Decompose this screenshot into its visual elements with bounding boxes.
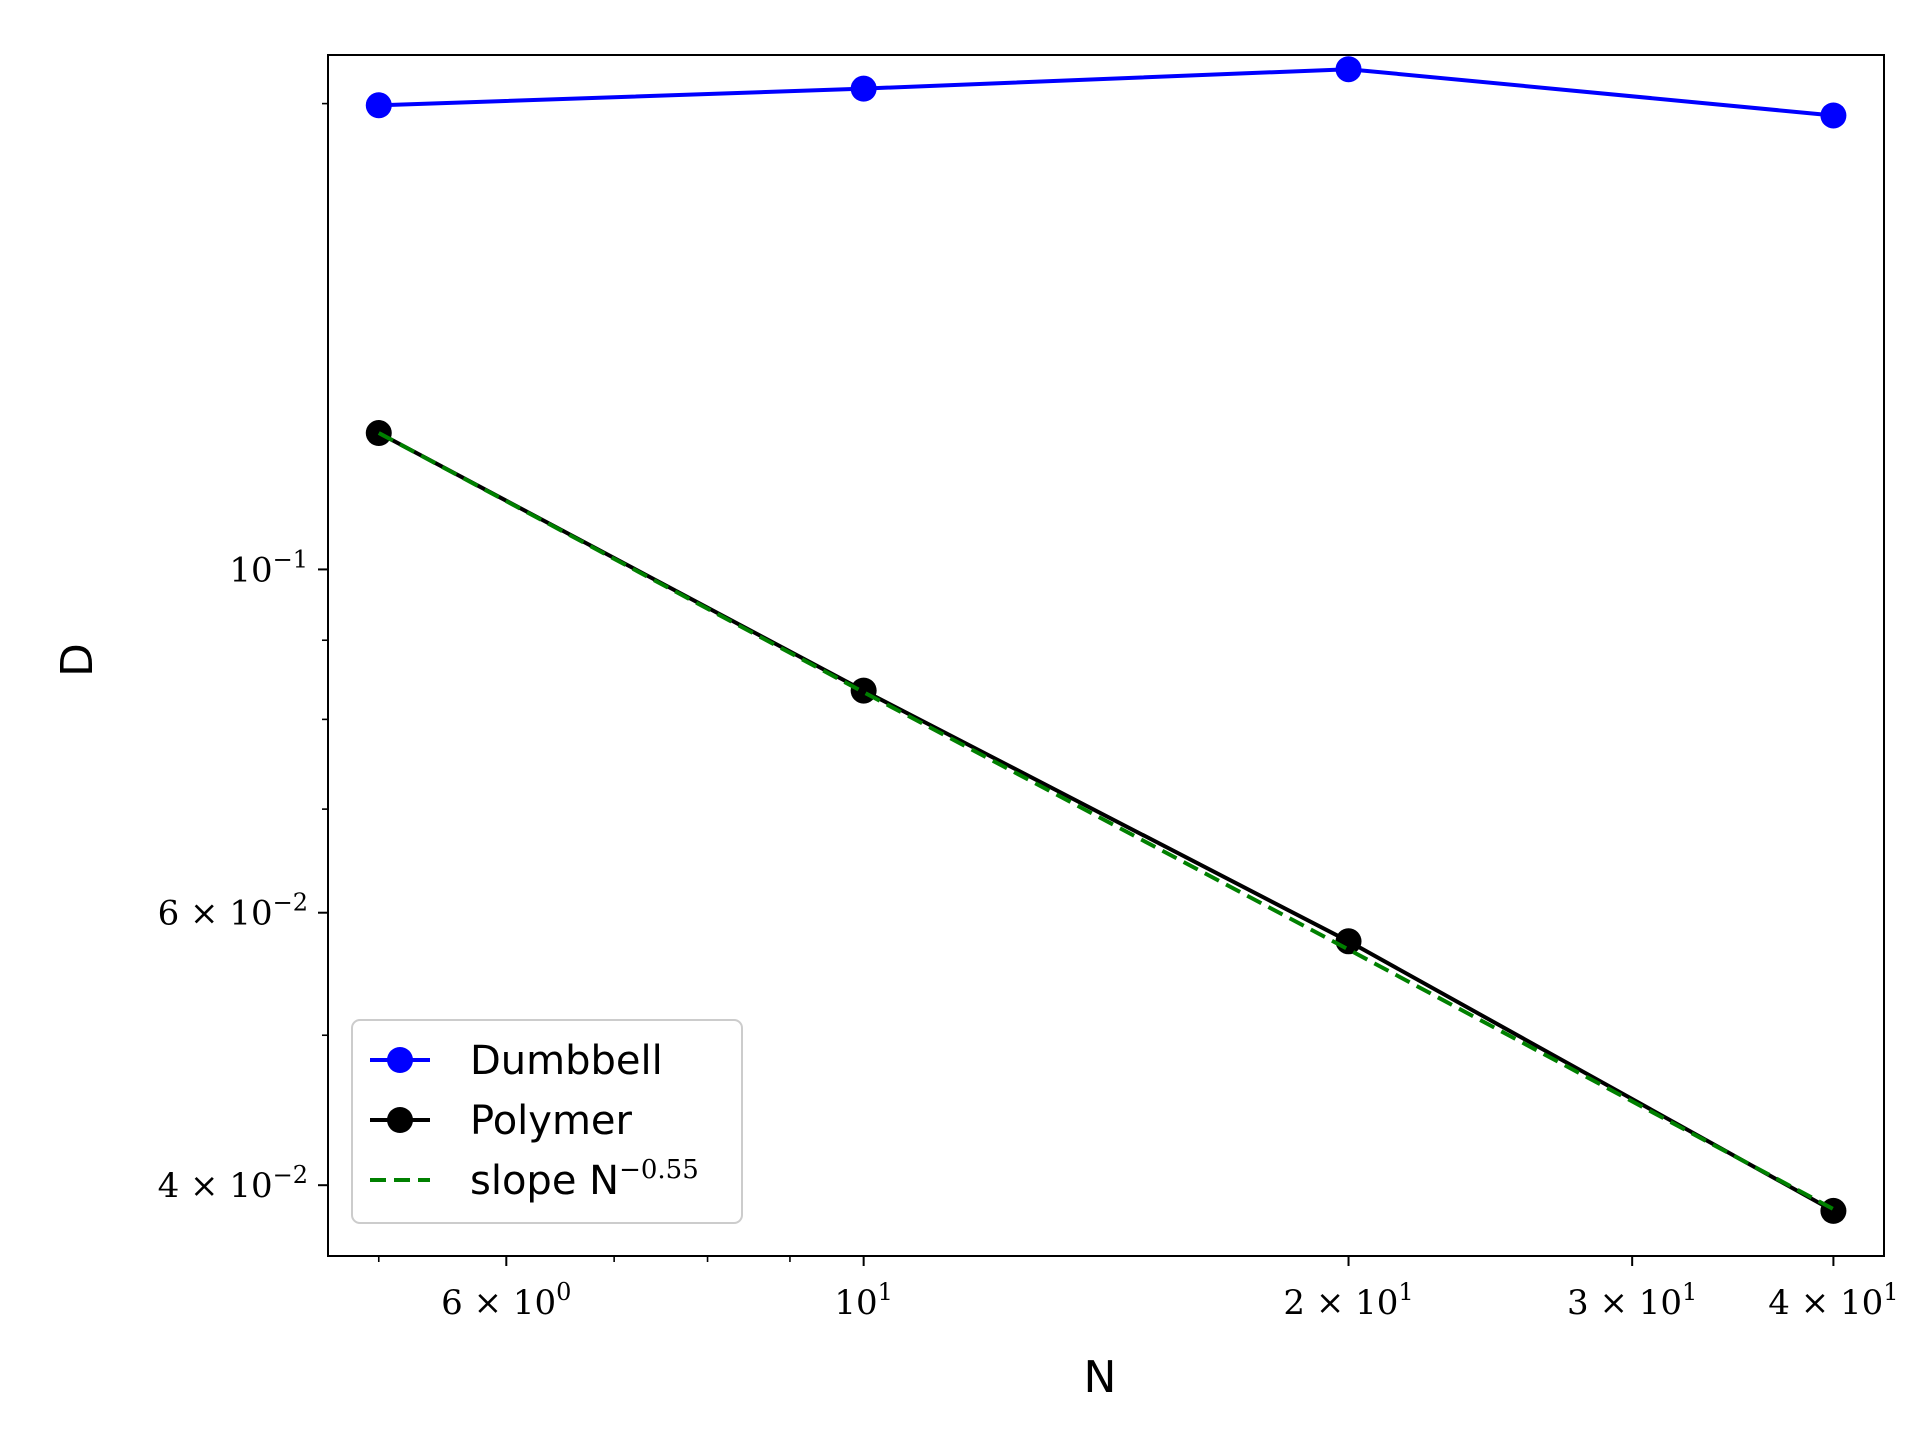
dumbbell-point [1820,102,1847,129]
legend-item-polymer[interactable]: Polymer [370,1098,633,1144]
legend-label-polymer: Polymer [470,1098,633,1144]
legend-marker-polymer [387,1107,413,1133]
legend-marker-dumbbell [387,1047,413,1073]
y-tick-label: 6 × 10−2 [158,889,308,934]
legend-label-dumbbell: Dumbbell [470,1038,663,1084]
y-tick-label: 10−1 [229,545,308,590]
legend[interactable]: Dumbbell Polymer slope N−0.55 [351,1019,743,1224]
x-tick-label: 6 × 100 [441,1278,571,1323]
x-tick-label: 4 × 101 [1768,1278,1898,1323]
dumbbell-point [365,92,392,119]
slope-n-line [377,431,1835,1211]
legend-box [351,1019,743,1224]
legend-item-dumbbell[interactable]: Dumbbell [370,1038,663,1084]
series-layer [365,56,1847,1224]
x-axis-label: N [1084,1352,1117,1403]
legend-label-slope-n: slope N−0.55 [470,1155,699,1204]
x-tick-label: 3 × 101 [1567,1278,1697,1323]
polymer-point [365,420,392,447]
x-tick-label: 2 × 101 [1283,1278,1413,1323]
dumbbell-point [850,75,877,102]
polymer-point [1335,928,1362,955]
dumbbell-point [1335,56,1362,83]
legend-item-slope-n[interactable]: slope N−0.55 [370,1155,699,1204]
polymer-point [1820,1197,1847,1224]
y-axis-label: D [52,643,103,677]
y-tick-label: 4 × 10−2 [158,1161,308,1206]
plot-frame [327,54,1885,1257]
x-tick-label: 101 [834,1278,893,1323]
polymer-point [850,677,877,704]
tick-layer: 6 × 100 101 2 × 101 3 × 101 4 × 101 10−1 6 × 1… [158,102,1899,1323]
dumbbell-line [378,67,1834,118]
